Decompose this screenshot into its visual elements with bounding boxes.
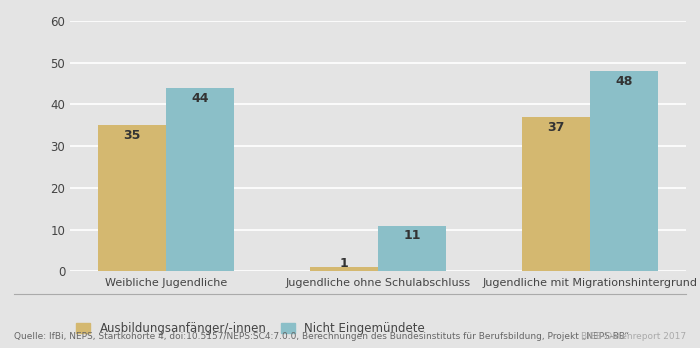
Text: Quelle: IfBi, NEPS, Startkohorte 4, doi:10.5157/NEPS:SC4:7.0.0, Berechnungen des: Quelle: IfBi, NEPS, Startkohorte 4, doi:… bbox=[14, 332, 629, 341]
Text: 35: 35 bbox=[123, 129, 141, 142]
Text: 48: 48 bbox=[615, 75, 633, 88]
Text: 1: 1 bbox=[340, 258, 349, 270]
Text: 44: 44 bbox=[191, 92, 209, 105]
Legend: Ausbildungsanfänger/-innen, Nicht Eingemündete: Ausbildungsanfänger/-innen, Nicht Eingem… bbox=[76, 323, 425, 335]
Bar bbox=[378, 226, 446, 271]
Bar bbox=[590, 71, 658, 271]
Bar bbox=[166, 88, 234, 271]
Text: 37: 37 bbox=[547, 121, 565, 134]
Bar bbox=[310, 267, 378, 271]
Text: 11: 11 bbox=[403, 229, 421, 243]
Bar bbox=[98, 125, 166, 271]
Text: BIBB-Datenreport 2017: BIBB-Datenreport 2017 bbox=[581, 332, 686, 341]
Bar bbox=[522, 117, 590, 271]
